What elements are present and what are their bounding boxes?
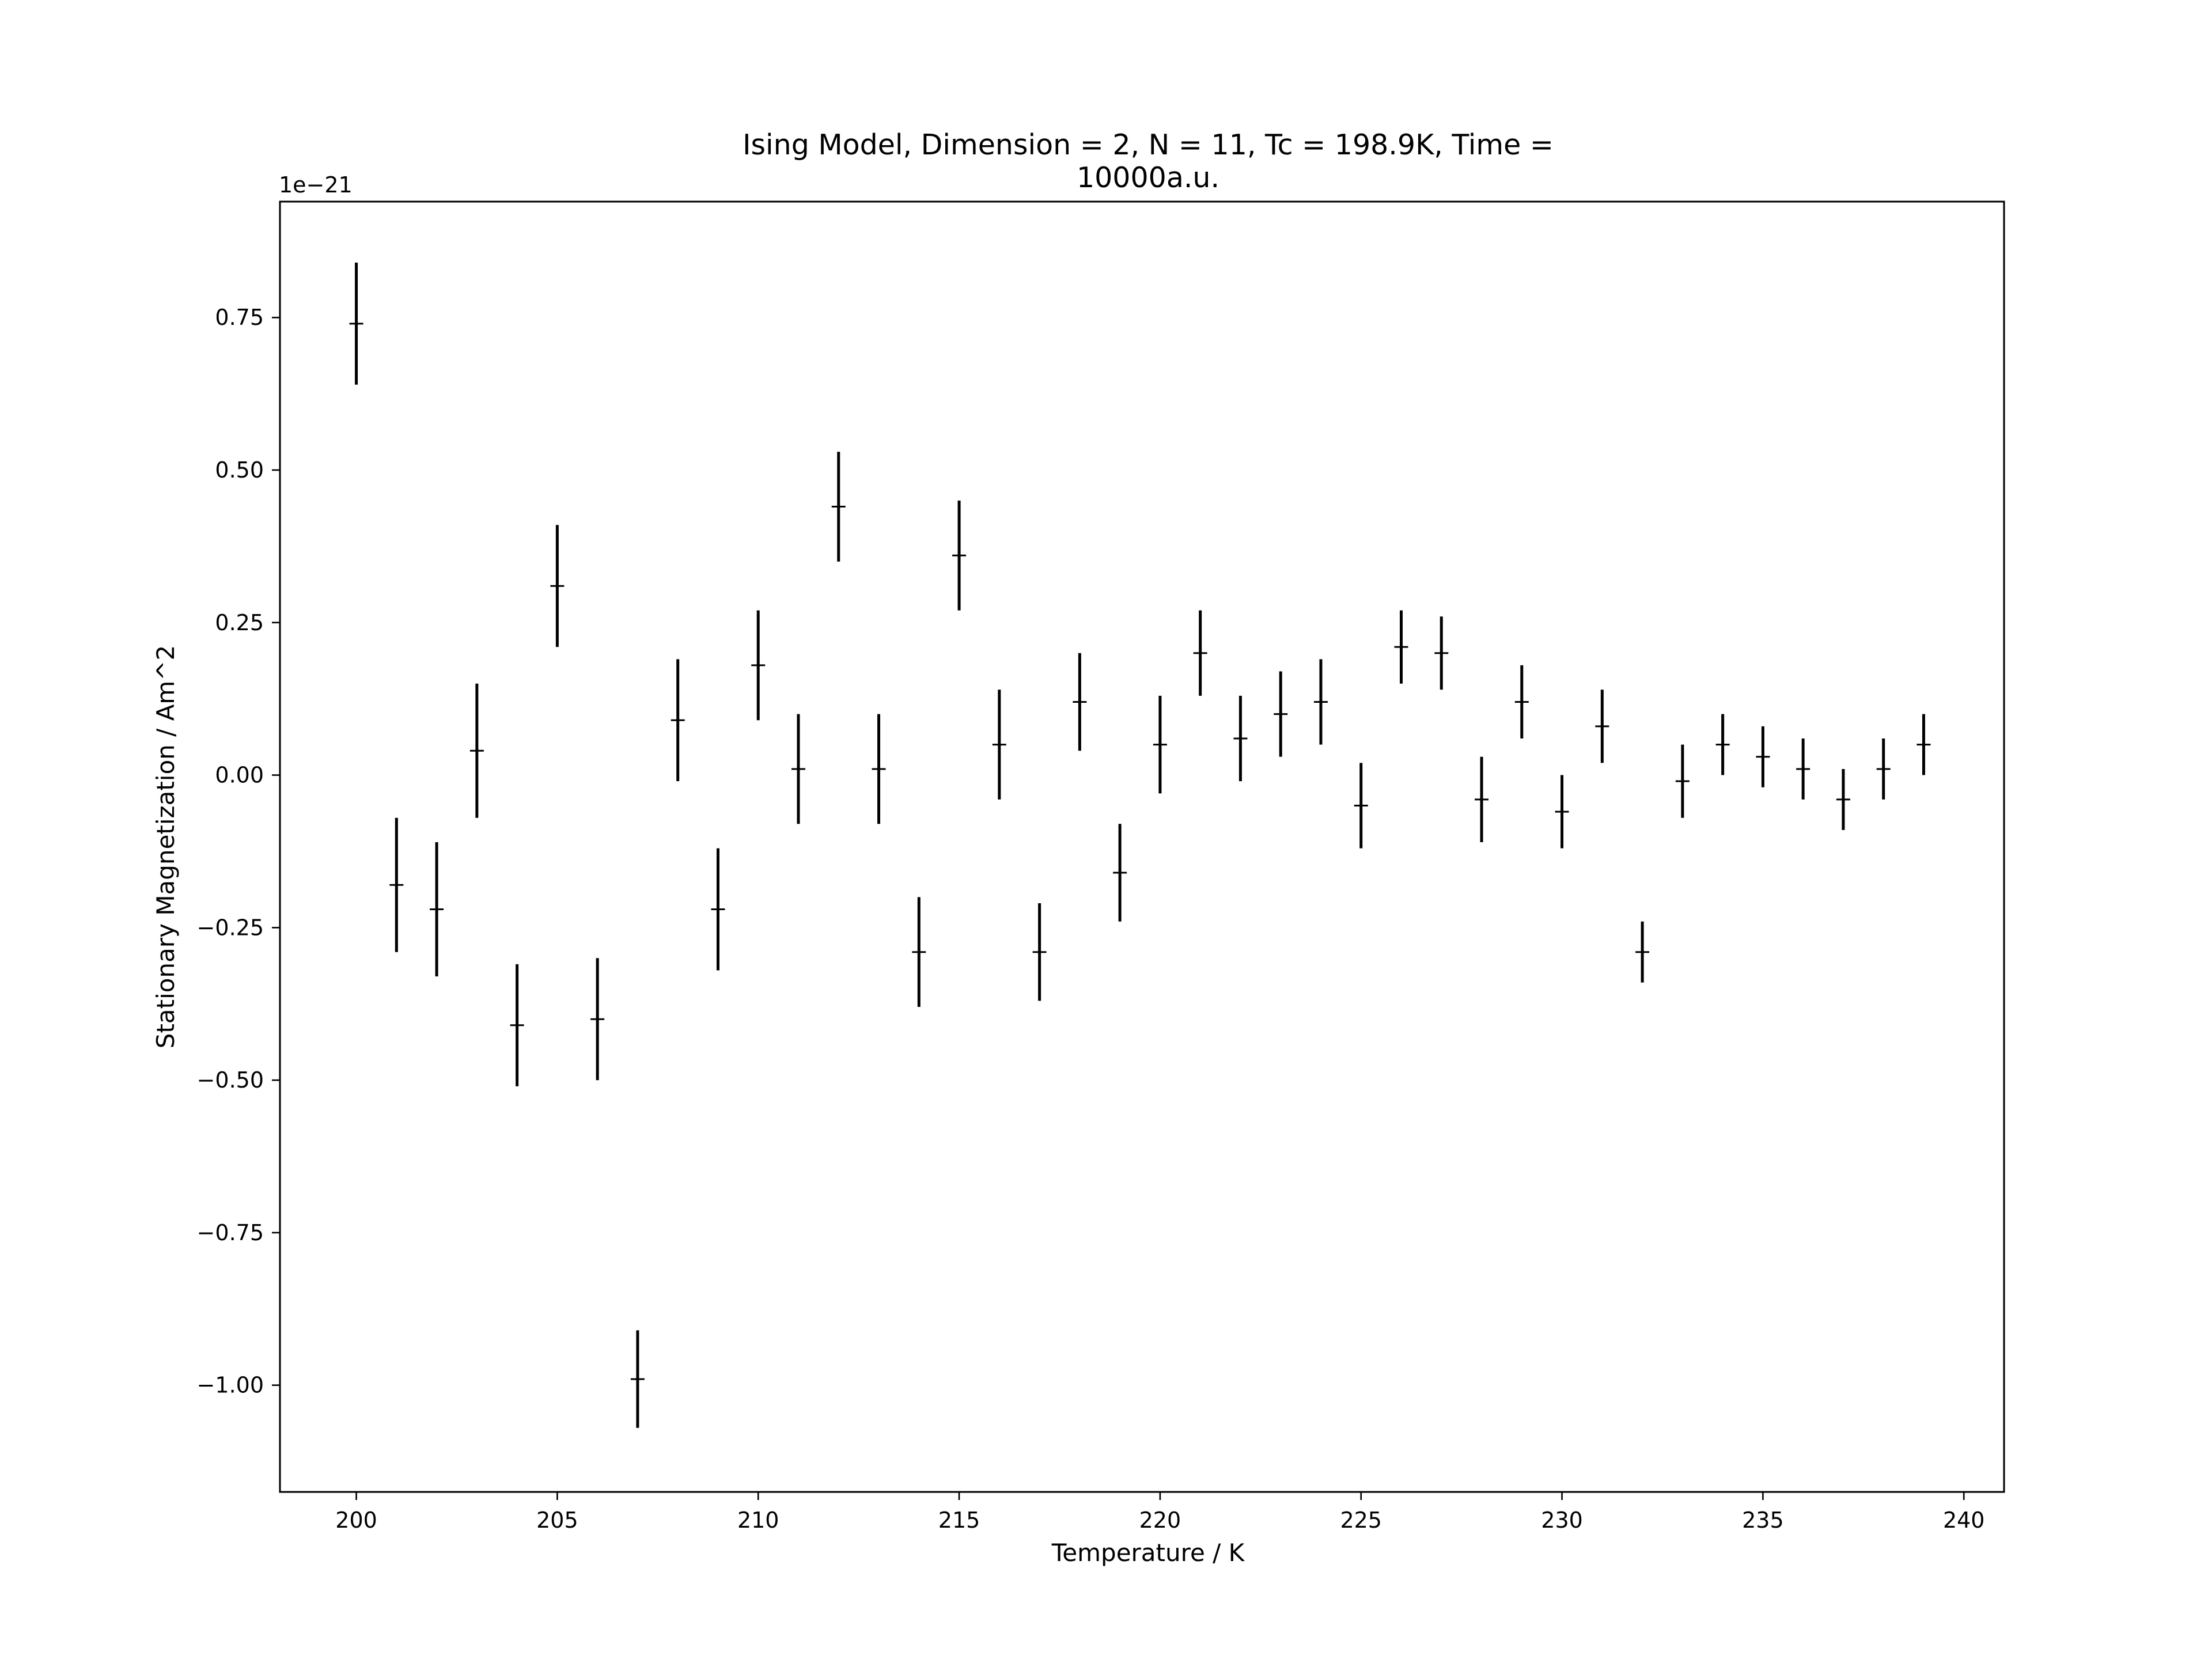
- data-point: [510, 964, 524, 1086]
- data-point: [1836, 768, 1850, 830]
- y-tick-label: −0.50: [197, 1067, 264, 1093]
- data-point: [1394, 610, 1408, 684]
- x-tick-label: 200: [335, 1508, 377, 1533]
- y-tick-label: −0.25: [197, 915, 264, 940]
- y-tick-label: 0.50: [215, 457, 264, 483]
- data-point: [550, 525, 565, 647]
- data-point: [430, 842, 444, 977]
- data-point: [389, 817, 404, 952]
- x-tick-label: 210: [737, 1508, 779, 1533]
- data-point: [1153, 695, 1167, 794]
- plot-area-frame: [279, 200, 2005, 1493]
- y-tick-label: 0.75: [215, 305, 264, 330]
- data-point: [1514, 665, 1529, 739]
- data-point: [912, 897, 926, 1007]
- data-point: [992, 690, 1006, 800]
- data-point: [630, 1330, 645, 1428]
- data-point: [1675, 744, 1690, 818]
- x-tick-label: 215: [938, 1508, 980, 1533]
- data-point: [1274, 671, 1288, 757]
- data-points: [349, 262, 1931, 1428]
- data-point: [1073, 653, 1087, 751]
- y-axis-ticks: 0.75 0.50 0.25 0.00 −0.25 −0.50 −0.75 −1.00: [197, 305, 280, 1398]
- data-point: [1233, 695, 1248, 782]
- data-point: [1555, 775, 1569, 849]
- chart-title-line-1: Ising Model, Dimension = 2, N = 11, Tc =…: [743, 128, 1554, 161]
- data-point: [1635, 921, 1650, 983]
- x-axis-ticks: 200 205 210 215 220 225 230 235 240: [335, 1492, 1984, 1533]
- y-tick-label: 0.00: [215, 763, 264, 788]
- data-point: [791, 714, 805, 824]
- y-axis-offset-label: 1e−21: [279, 172, 353, 198]
- data-point: [711, 848, 725, 971]
- data-point: [751, 610, 766, 721]
- data-point: [1715, 714, 1730, 775]
- x-tick-label: 230: [1541, 1508, 1583, 1533]
- data-point: [1595, 690, 1609, 763]
- data-point: [1434, 616, 1449, 690]
- data-point: [1313, 659, 1328, 745]
- data-point: [1916, 714, 1931, 775]
- y-axis-label: Stationary Magnetization / Am^2: [151, 645, 180, 1048]
- y-tick-label: −0.75: [197, 1220, 264, 1245]
- data-point: [671, 659, 685, 782]
- data-point: [1756, 726, 1770, 787]
- data-point: [1032, 903, 1047, 1001]
- data-point: [1796, 738, 1810, 800]
- data-point: [1193, 610, 1207, 696]
- y-tick-label: −1.00: [197, 1373, 264, 1398]
- data-point: [1113, 824, 1127, 922]
- y-tick-label: 0.25: [215, 610, 264, 635]
- x-tick-label: 205: [536, 1508, 578, 1533]
- data-point: [872, 714, 886, 824]
- data-point: [1876, 738, 1891, 800]
- x-tick-label: 235: [1742, 1508, 1784, 1533]
- data-point: [1354, 763, 1368, 849]
- data-point: [1475, 756, 1489, 843]
- data-point: [349, 262, 363, 385]
- data-point: [590, 958, 605, 1081]
- data-point: [952, 500, 967, 611]
- x-tick-label: 220: [1139, 1508, 1181, 1533]
- x-tick-label: 225: [1340, 1508, 1382, 1533]
- x-axis-label: Temperature / K: [1051, 1539, 1245, 1567]
- chart-title-line-2: 10000a.u.: [1077, 161, 1219, 194]
- x-tick-label: 240: [1943, 1508, 1985, 1533]
- data-point: [469, 683, 484, 818]
- data-point: [831, 452, 846, 562]
